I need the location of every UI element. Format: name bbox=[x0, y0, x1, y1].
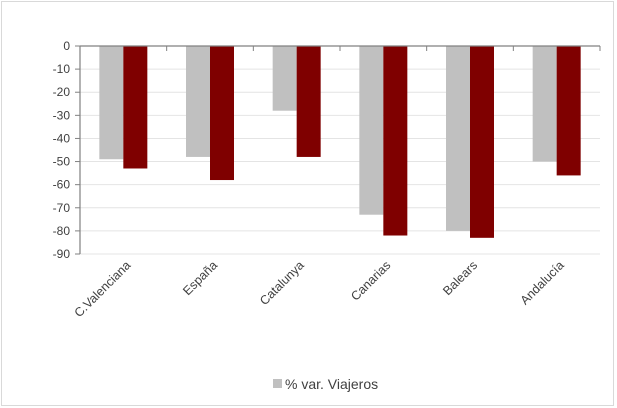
category-label: Balears bbox=[440, 258, 480, 298]
category-label: C.Valenciana bbox=[72, 258, 134, 320]
category-label: Andalucía bbox=[518, 258, 567, 307]
bar-series-1-0 bbox=[99, 46, 124, 160]
category-labels: C.Valenciana España Catalunya Canarias Balea… bbox=[72, 258, 567, 320]
bar-series-1-1 bbox=[186, 46, 210, 157]
y-tick-label: -10 bbox=[53, 62, 71, 76]
bar-series-2-2 bbox=[296, 46, 321, 157]
y-tick-label: 0 bbox=[63, 39, 70, 53]
gridlines bbox=[80, 68, 600, 255]
bar-series-2-4 bbox=[470, 46, 494, 238]
category-label: Canarias bbox=[348, 258, 393, 303]
bar-series-1-5 bbox=[532, 46, 557, 162]
bar-series-1-2 bbox=[272, 46, 297, 111]
y-tick-label: -30 bbox=[53, 108, 71, 122]
y-tick-label: -90 bbox=[53, 247, 71, 261]
legend-swatch bbox=[273, 379, 282, 388]
y-tick-label: -40 bbox=[53, 131, 71, 145]
axes bbox=[75, 45, 601, 255]
y-tick-label: -60 bbox=[53, 178, 71, 192]
bar-series-2-3 bbox=[383, 46, 408, 236]
category-label: Catalunya bbox=[257, 258, 307, 308]
bars bbox=[99, 46, 581, 238]
legend-label: % var. Viajeros bbox=[285, 376, 378, 392]
bar-series-1-4 bbox=[446, 46, 470, 231]
y-tick-label: -20 bbox=[53, 85, 71, 99]
bar-series-2-0 bbox=[123, 46, 148, 169]
category-label: España bbox=[180, 258, 220, 298]
y-tick-label: -50 bbox=[53, 155, 71, 169]
y-tick-labels: 0 -10 -20 -30 -40 -50 -60 -70 -80 -90 bbox=[53, 39, 71, 261]
y-tick-label: -80 bbox=[53, 224, 71, 238]
bar-series-2-1 bbox=[210, 46, 234, 181]
bar-series-2-5 bbox=[556, 46, 581, 176]
bar-series-1-3 bbox=[359, 46, 384, 215]
y-tick-label: -70 bbox=[53, 201, 71, 215]
legend: % var. Viajeros bbox=[273, 376, 378, 392]
